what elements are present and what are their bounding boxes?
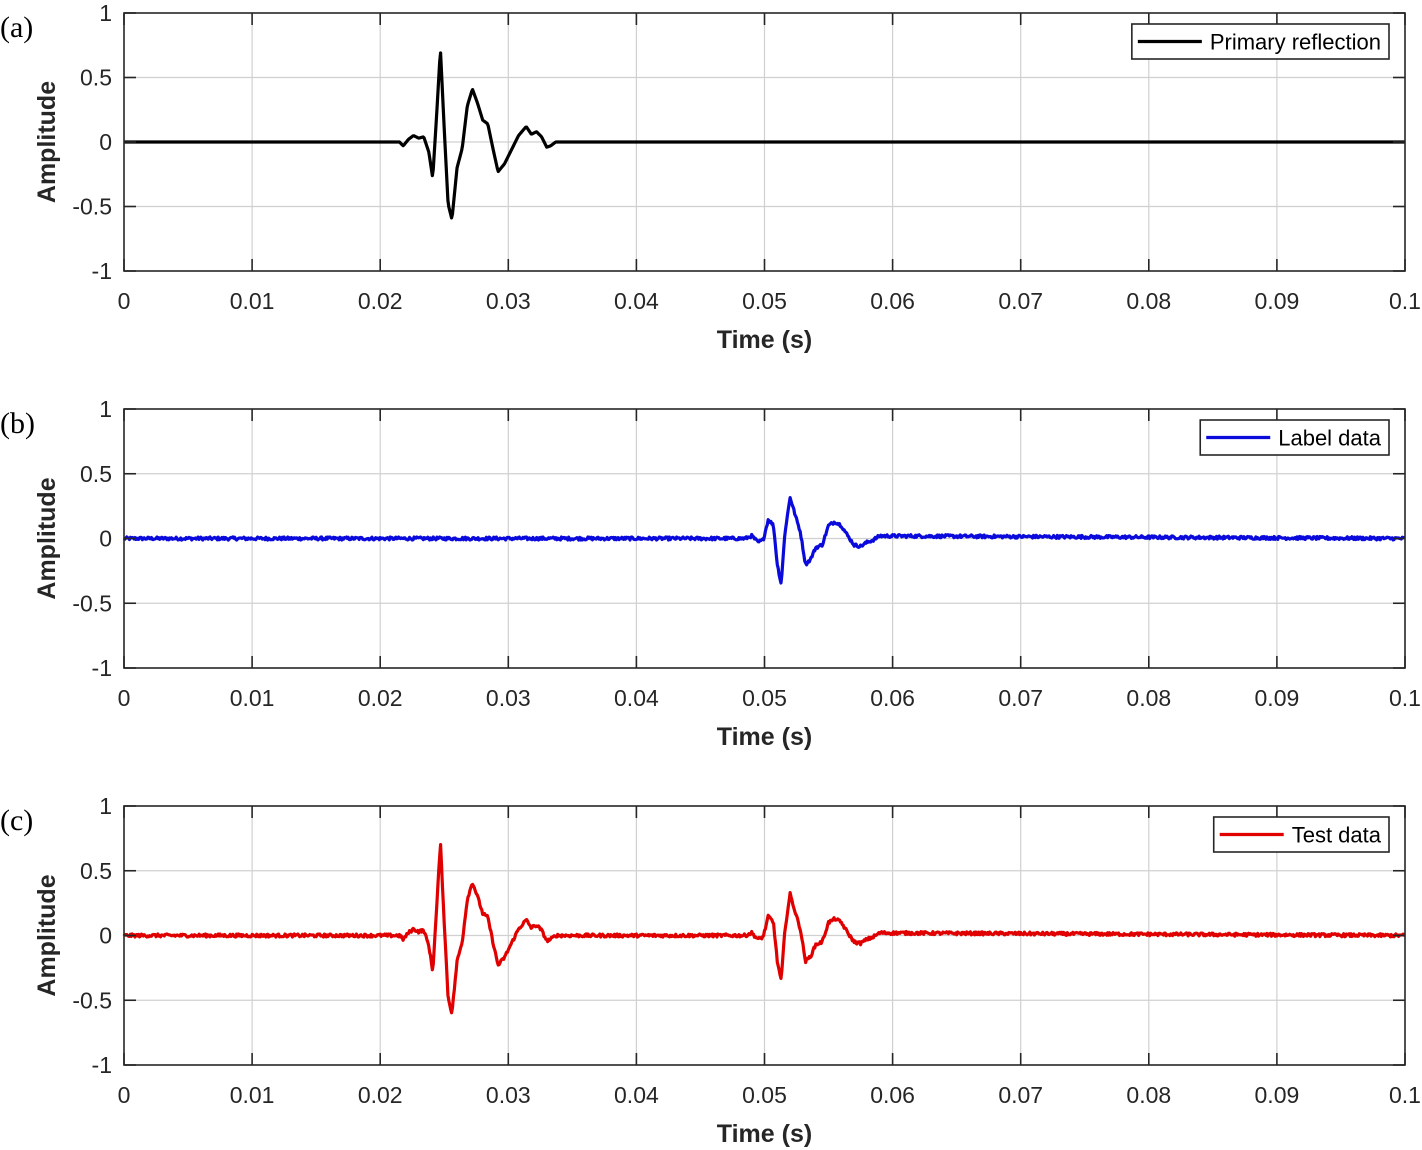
- legend: Label data: [1199, 419, 1390, 456]
- legend-label: Test data: [1292, 823, 1382, 848]
- x-tick-label: 0.06: [870, 288, 915, 314]
- legend-label: Primary reflection: [1210, 30, 1381, 55]
- x-tick-label: 0.04: [614, 1082, 659, 1108]
- chart-panel-b: 0 0.01 0.02 0.03 0.04 0.05 0.06 0.07 0.08 0.09 0.1…: [0, 396, 1421, 751]
- panel-label: (a): [0, 11, 33, 44]
- y-tick-label: -0.5: [72, 194, 112, 220]
- panel-label: (b): [0, 407, 35, 440]
- x-tick-label: 0.07: [998, 685, 1043, 711]
- y-tick-label: -1: [92, 655, 112, 681]
- x-tick-label: 0.08: [1126, 288, 1171, 314]
- legend-label: Label data: [1278, 426, 1382, 451]
- x-tick-label: 0.04: [614, 288, 659, 314]
- x-tick-label: 0.1: [1389, 1082, 1421, 1108]
- y-tick-label: 1: [99, 793, 112, 819]
- x-tick-label: 0.03: [486, 685, 531, 711]
- x-axis-title: Time (s): [717, 326, 812, 354]
- x-tick-label: 0.02: [358, 685, 403, 711]
- x-tick-label: 0.02: [358, 288, 403, 314]
- x-tick-label: 0.1: [1389, 685, 1421, 711]
- y-tick-label: 0: [99, 923, 112, 949]
- series-line-0: [122, 496, 1406, 585]
- panel-label: (c): [0, 804, 33, 837]
- legend: Primary reflection: [1131, 23, 1390, 60]
- x-axis-title: Time (s): [717, 1120, 812, 1148]
- x-tick-label: 0.09: [1255, 288, 1300, 314]
- x-tick-label: 0.1: [1389, 288, 1421, 314]
- x-tick-label: 0: [118, 1082, 131, 1108]
- x-tick-label: 0.07: [998, 1082, 1043, 1108]
- y-tick-label: 0: [99, 526, 112, 552]
- y-tick-label: -1: [92, 258, 112, 284]
- y-tick-label: -1: [92, 1052, 112, 1078]
- chart-panel-c: 0 0.01 0.02 0.03 0.04 0.05 0.06 0.07 0.08 0.09 0.1…: [0, 793, 1421, 1148]
- x-tick-label: 0.01: [230, 1082, 275, 1108]
- x-tick-label: 0.07: [998, 288, 1043, 314]
- x-tick-label: 0.08: [1126, 1082, 1171, 1108]
- x-tick-label: 0.05: [742, 288, 787, 314]
- y-tick-label: 0: [99, 129, 112, 155]
- x-tick-label: 0.09: [1255, 1082, 1300, 1108]
- x-tick-label: 0.06: [870, 685, 915, 711]
- x-tick-label: 0.01: [230, 685, 275, 711]
- x-axis-title: Time (s): [717, 723, 812, 751]
- x-tick-label: 0.04: [614, 685, 659, 711]
- x-tick-label: 0: [118, 685, 131, 711]
- x-tick-label: 0.05: [742, 685, 787, 711]
- x-tick-label: 0.08: [1126, 685, 1171, 711]
- series-line-0: [122, 842, 1406, 1015]
- x-tick-label: 0.06: [870, 1082, 915, 1108]
- x-tick-label: 0.03: [486, 288, 531, 314]
- y-tick-label: -0.5: [72, 987, 112, 1013]
- x-tick-label: 0.02: [358, 1082, 403, 1108]
- y-axis-title: Amplitude: [33, 477, 61, 599]
- y-tick-label: 0.5: [80, 858, 112, 884]
- y-tick-label: 1: [99, 396, 112, 422]
- x-tick-label: 0.01: [230, 288, 275, 314]
- y-tick-label: 0.5: [80, 461, 112, 487]
- x-tick-label: 0.09: [1255, 685, 1300, 711]
- x-tick-label: 0.05: [742, 1082, 787, 1108]
- y-tick-label: -0.5: [72, 590, 112, 616]
- y-tick-label: 1: [99, 0, 112, 26]
- chart-panel-a: 0 0.01 0.02 0.03 0.04 0.05 0.06 0.07 0.08 0.09 0.1…: [0, 0, 1421, 354]
- x-tick-label: 0: [118, 288, 131, 314]
- y-axis-title: Amplitude: [33, 81, 61, 203]
- y-axis-title: Amplitude: [33, 874, 61, 996]
- series-line-0: [123, 51, 1406, 220]
- y-tick-label: 0.5: [80, 65, 112, 91]
- legend: Test data: [1212, 816, 1390, 853]
- x-tick-label: 0.03: [486, 1082, 531, 1108]
